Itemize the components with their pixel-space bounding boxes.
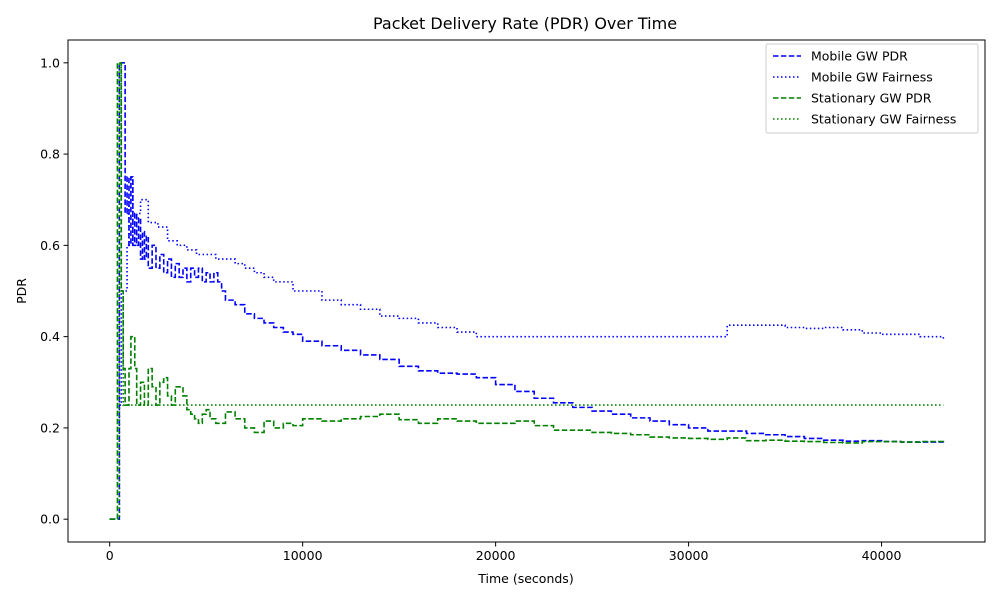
x-tick-label: 30000 — [669, 548, 709, 563]
x-axis-ticks: 0 10000 20000 30000 40000 — [106, 542, 902, 563]
y-tick-label: 0.6 — [40, 238, 60, 253]
series-layer — [109, 62, 945, 520]
series-line-1 — [109, 62, 945, 520]
legend-label: Mobile GW Fairness — [811, 70, 933, 85]
chart-title: Packet Delivery Rate (PDR) Over Time — [373, 14, 677, 33]
legend-label: Mobile GW PDR — [811, 49, 908, 64]
plot-area: 0 10000 20000 30000 40000 0.0 0.2 0.4 0.6 0.8 1.0 — [40, 39, 986, 563]
x-axis-title: Time (seconds) — [477, 571, 573, 586]
y-tick-label: 0.4 — [40, 329, 60, 344]
y-tick-label: 0.0 — [40, 512, 60, 527]
y-axis-title: PDR — [14, 278, 29, 304]
legend-label: Stationary GW Fairness — [811, 112, 956, 127]
x-tick-label: 20000 — [476, 548, 516, 563]
x-tick-label: 0 — [106, 548, 114, 563]
legend-label: Stationary GW PDR — [811, 91, 932, 106]
y-axis-ticks: 0.0 0.2 0.4 0.6 0.8 1.0 — [40, 55, 68, 527]
legend-items: Mobile GW PDR Mobile GW Fairness Stationar… — [773, 49, 956, 127]
legend-frame — [765, 43, 979, 134]
y-tick-label: 0.2 — [40, 420, 60, 435]
y-tick-label: 1.0 — [40, 55, 60, 70]
series-line-3 — [109, 62, 945, 520]
legend: Mobile GW PDR Mobile GW Fairness Stationar… — [765, 43, 979, 134]
plot-frame — [67, 39, 986, 543]
x-tick-label: 40000 — [862, 548, 902, 563]
series-line-2 — [109, 176, 945, 520]
y-tick-label: 0.8 — [40, 147, 60, 162]
x-tick-label: 10000 — [283, 548, 323, 563]
